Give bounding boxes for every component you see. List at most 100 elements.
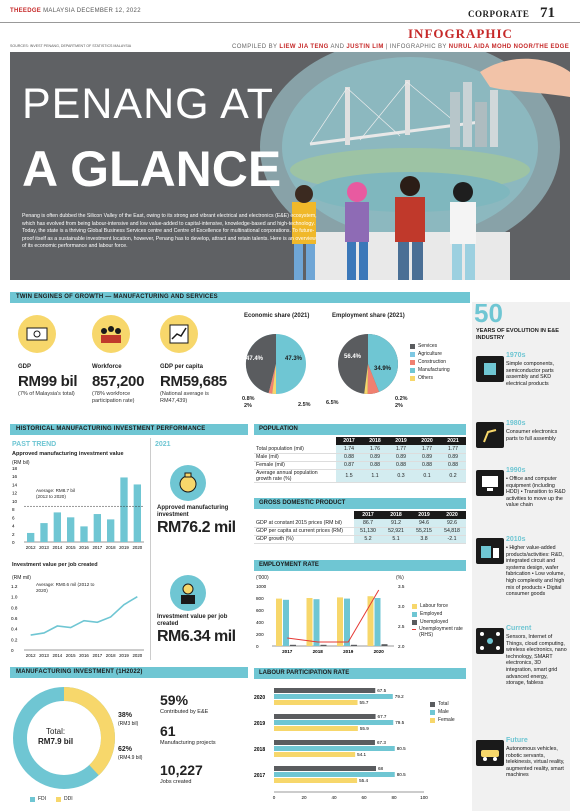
bar [274, 688, 376, 693]
unemployment-rate-line [287, 589, 380, 643]
hero-title-line-2: A GLANCE [22, 141, 282, 197]
bar [67, 517, 75, 542]
y-tick-label: 12 [12, 491, 18, 496]
bar [80, 526, 88, 542]
gdp-per-capita-label: GDP per capita [160, 364, 203, 370]
bar [107, 519, 115, 542]
table-row: Average annual population growth rate (%… [254, 469, 466, 483]
x-tick-label: 2012 [26, 653, 36, 658]
table-row: Total population (mil) 1.74 1.76 1.77 1.77 1.… [254, 445, 466, 454]
donut-ddi [13, 687, 115, 789]
approved-2021-label: Approved manufacturing investment [157, 505, 229, 518]
x-tick-label: 2020 [374, 649, 385, 654]
employment-pie-manufacturing [368, 334, 398, 392]
approved-investment-chart: 0 2 4 6 8 10 12 14 16 18 2012 2013 2014 2015 2016 2017 2… [12, 466, 144, 550]
bar [276, 598, 282, 646]
gdp-table-title: GROSS DOMESTIC PRODUCT [254, 498, 466, 509]
sources-line: SOURCES: INVEST PENANG, DEPARTMENT OF ST… [10, 44, 132, 48]
x-tick-label: 20 [301, 795, 307, 800]
x-tick-label: 2016 [79, 653, 89, 658]
data-label: 80.5 [397, 772, 406, 777]
legend-female: Female [430, 716, 455, 724]
bar [283, 599, 289, 646]
x-tick-label: 2015 [66, 653, 76, 658]
y2-tick-label: 2.0 [398, 644, 405, 649]
workforce-icon [92, 315, 130, 353]
bar [306, 598, 313, 646]
x-tick-label: 40 [331, 795, 337, 800]
y-tick-label: 800 [256, 596, 264, 601]
per-job-2021-value: RM6.34 mil [157, 628, 236, 645]
x-tick-label: 2018 [106, 653, 116, 658]
employment-right-unit: (%) [396, 575, 404, 581]
bar [40, 523, 48, 542]
bar [351, 644, 357, 646]
x-tick-label: 2015 [66, 545, 76, 550]
legend-labour-force: Labour force [412, 602, 468, 610]
series-line [30, 595, 138, 636]
robot-arm-icon [476, 422, 504, 448]
computer-icon [476, 470, 504, 496]
bar [290, 644, 296, 646]
legend-services: Services [410, 342, 450, 350]
x-tick-label: 2017 [92, 545, 102, 550]
workforce-value: 857,200 [92, 373, 145, 390]
table-row: GDP at constant 2015 prices (RM bil) 86.7… [254, 519, 466, 528]
ddi-pct: 38% [118, 712, 133, 719]
person-pink-hair-icon [345, 182, 369, 280]
autonomous-car-icon [476, 740, 504, 766]
per-job-2021-label: Investment value per job created [157, 614, 228, 627]
credits-line: COMPILED BY LIEW JIA TENG AND JUSTIN LIM… [232, 44, 570, 50]
gdp-table: 2017 2018 2019 2020 GDP at constant 2015 pr… [254, 511, 466, 544]
brand-suffix: MALAYSIA [43, 8, 75, 14]
era-1970s-text: Simple components, semiconductor parts a… [506, 361, 554, 387]
money-bag-icon [170, 465, 206, 501]
data-label: 55.9 [360, 726, 369, 731]
x-tick-label: 80 [391, 795, 397, 800]
workforce-note: (78% workforce participation rate) [92, 391, 135, 404]
data-label: 67.3 [377, 740, 386, 745]
y-tick-label: 0.6 [11, 616, 18, 621]
employment-manufacturing-pct: 34.9% [374, 366, 392, 372]
issue-date: DECEMBER 12, 2022 [76, 8, 141, 14]
data-label: 55.4 [359, 778, 368, 783]
era-2010s-year: 2010s [506, 536, 526, 543]
twin-engines-title: TWIN ENGINES OF GROWTH — MANUFACTURING A… [10, 292, 470, 303]
data-label: 79.2 [395, 694, 404, 699]
past-trend-label: PAST TREND [12, 441, 57, 448]
network-icon [476, 628, 504, 654]
x-tick-label: 2012 [26, 545, 36, 550]
approved-chart-title: Approved manufacturing investment value [12, 451, 124, 457]
employment-agriculture-pct: 0.2% [395, 396, 408, 402]
economic-share-title: Economic share (2021) [244, 313, 310, 319]
y-tick-label: 0 [256, 644, 259, 649]
y-tick-label: 10 [12, 499, 18, 504]
table-row: GDP growth (%) 5.2 5.1 3.8 -2.1 [254, 535, 466, 544]
labour-title: LABOUR PARTICIPATION RATE [254, 668, 466, 679]
x-tick-label: 2020 [132, 653, 142, 658]
bar [374, 598, 381, 646]
growth-chart-icon [160, 315, 198, 353]
hero-title-line-1: PENANG AT [22, 80, 274, 128]
bar [274, 778, 358, 783]
bar [120, 477, 128, 542]
economic-manufacturing-pct: 47.3% [285, 356, 303, 362]
y-tick-label: 1000 [256, 584, 267, 589]
header-rule [0, 22, 580, 23]
x-tick-label: 2017 [282, 649, 293, 654]
economic-agriculture-pct: 0.8% [242, 396, 255, 402]
y-tick-label: 14 [12, 482, 18, 487]
table-row: Male (mil) 0.88 0.89 0.89 0.89 0.89 [254, 453, 466, 462]
employment-services-pct: 56.4% [344, 354, 362, 360]
x-tick-label: 2014 [52, 653, 62, 658]
employment-rate-title: EMPLOYMENT RATE [254, 560, 466, 571]
bar [274, 726, 358, 731]
bar [320, 644, 327, 646]
y-tick-label: 0.2 [11, 637, 18, 642]
era-future-text: Autonomous vehicles, robotic servants, t… [506, 746, 565, 779]
projects-value: 61 [160, 723, 176, 739]
economic-services-pct: 47.4% [246, 356, 264, 362]
per-job-chart-title: Investment value per job created [12, 562, 98, 568]
y-tick-label: 0 [12, 540, 15, 545]
